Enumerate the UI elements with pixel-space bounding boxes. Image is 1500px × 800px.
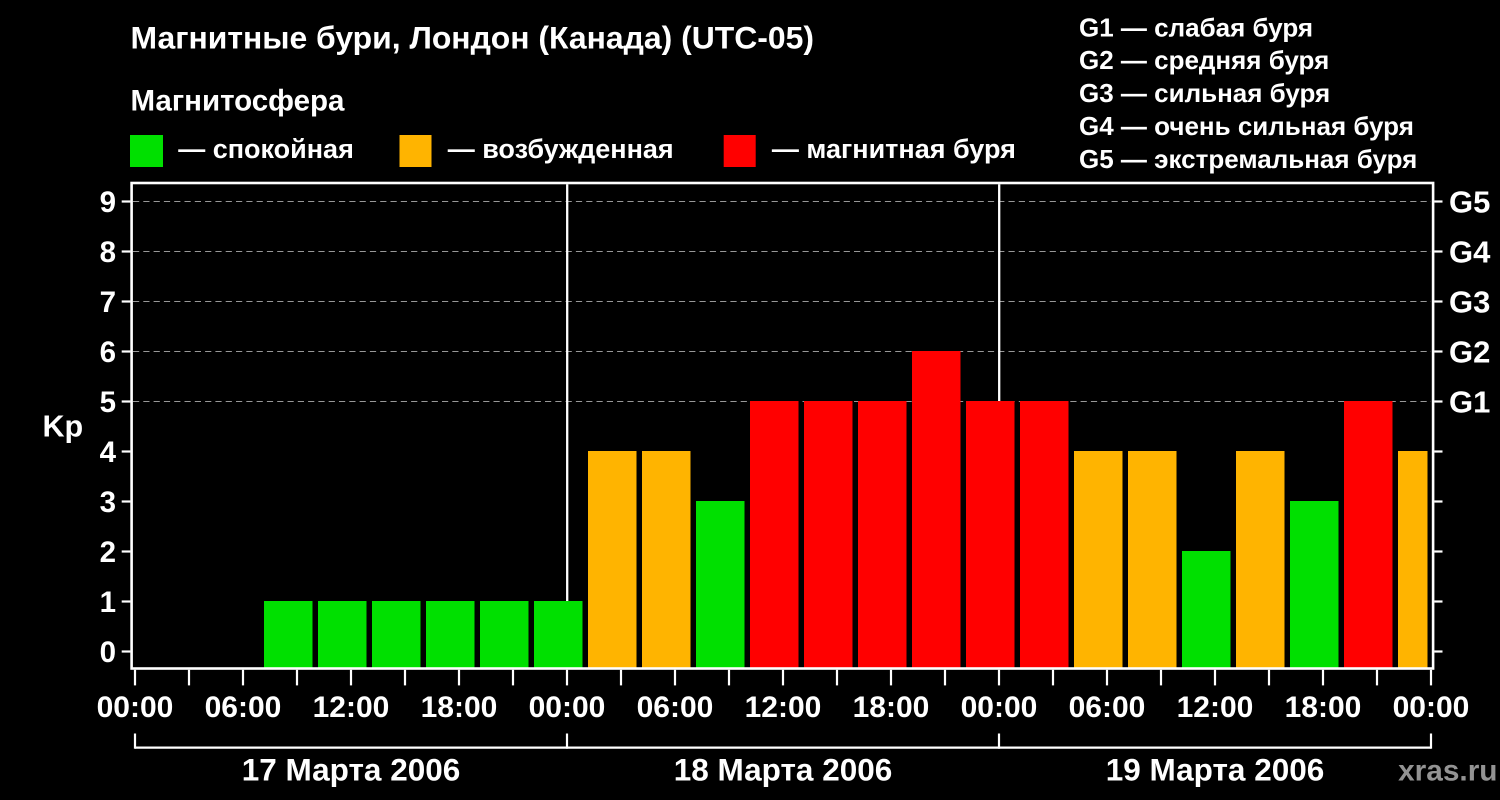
- svg-text:Магнитосфера: Магнитосфера: [131, 84, 346, 117]
- svg-text:G4: G4: [1449, 234, 1491, 269]
- svg-text:G2 — средняя буря: G2 — средняя буря: [1079, 45, 1329, 75]
- svg-text:19 Марта 2006: 19 Марта 2006: [1106, 752, 1325, 788]
- svg-text:6: 6: [100, 336, 116, 369]
- svg-text:00:00: 00:00: [961, 691, 1038, 724]
- svg-text:G3: G3: [1449, 284, 1490, 319]
- svg-text:00:00: 00:00: [97, 691, 174, 724]
- svg-text:18:00: 18:00: [853, 691, 930, 724]
- svg-text:06:00: 06:00: [1069, 691, 1146, 724]
- svg-text:Магнитные бури, Лондон (Канада: Магнитные бури, Лондон (Канада) (UTC-05): [131, 20, 814, 56]
- svg-text:Kp: Kp: [43, 410, 84, 444]
- svg-text:3: 3: [100, 486, 116, 519]
- svg-text:06:00: 06:00: [637, 691, 714, 724]
- svg-text:G5: G5: [1449, 184, 1490, 219]
- svg-text:12:00: 12:00: [745, 691, 822, 724]
- svg-text:18 Марта 2006: 18 Марта 2006: [674, 752, 893, 788]
- svg-text:00:00: 00:00: [529, 691, 606, 724]
- svg-text:— спокойная: — спокойная: [178, 134, 354, 164]
- svg-text:G1: G1: [1449, 384, 1490, 419]
- svg-text:18:00: 18:00: [1285, 691, 1362, 724]
- svg-text:12:00: 12:00: [1177, 691, 1254, 724]
- svg-text:G2: G2: [1449, 334, 1490, 369]
- svg-text:0: 0: [100, 636, 116, 669]
- svg-text:12:00: 12:00: [313, 691, 390, 724]
- svg-text:17 Марта 2006: 17 Марта 2006: [242, 752, 461, 788]
- svg-text:06:00: 06:00: [205, 691, 282, 724]
- svg-text:5: 5: [100, 386, 116, 419]
- svg-text:9: 9: [100, 186, 116, 219]
- svg-text:18:00: 18:00: [421, 691, 498, 724]
- svg-text:8: 8: [100, 236, 116, 269]
- svg-text:— возбужденная: — возбужденная: [448, 134, 674, 164]
- svg-text:G5 — экстремальная буря: G5 — экстремальная буря: [1079, 144, 1417, 174]
- svg-text:00:00: 00:00: [1393, 691, 1470, 724]
- svg-text:7: 7: [100, 286, 116, 319]
- svg-text:G4 — очень сильная буря: G4 — очень сильная буря: [1079, 111, 1414, 141]
- svg-text:G1 — слабая буря: G1 — слабая буря: [1079, 12, 1313, 42]
- svg-text:1: 1: [100, 586, 116, 619]
- svg-text:2: 2: [100, 536, 116, 569]
- svg-text:4: 4: [100, 436, 117, 469]
- svg-text:xras.ru: xras.ru: [1398, 755, 1497, 788]
- svg-text:— магнитная буря: — магнитная буря: [772, 134, 1016, 164]
- svg-text:G3 — сильная буря: G3 — сильная буря: [1079, 78, 1330, 108]
